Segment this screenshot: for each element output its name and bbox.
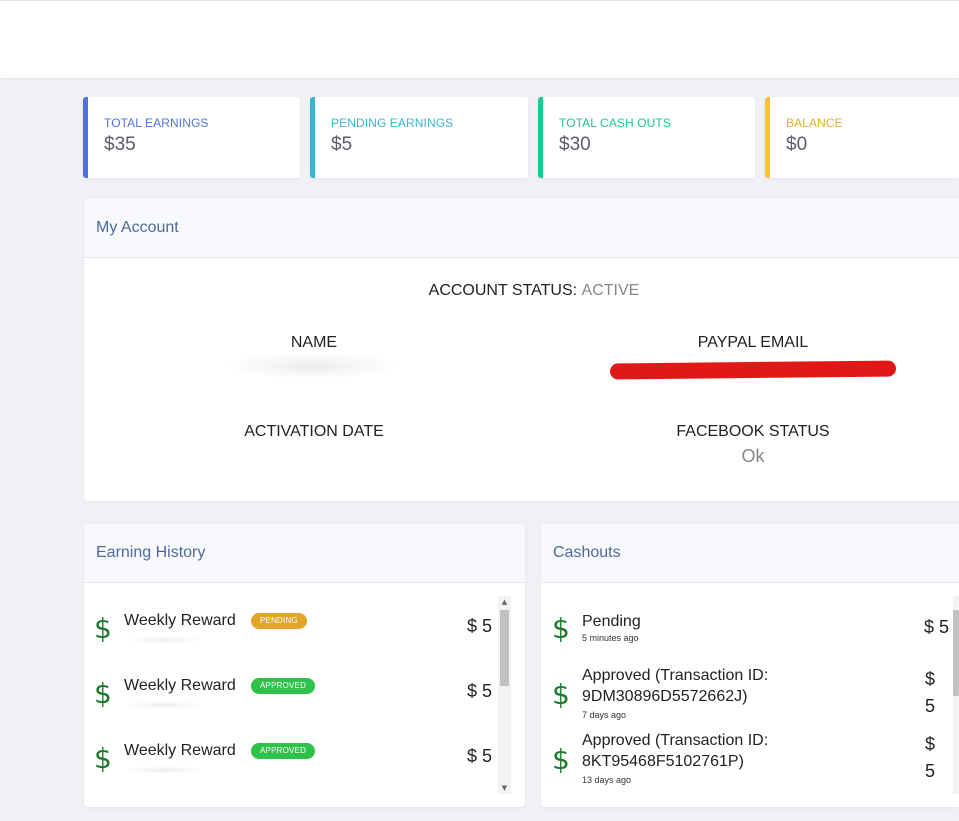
dollar-sign-icon: $ <box>94 742 112 775</box>
scroll-thumb[interactable] <box>500 610 509 686</box>
earning-history-header: Earning History <box>84 524 525 583</box>
cashout-amount-value: 5 <box>925 696 936 716</box>
cashout-transaction-id: 8KT95468F5102761P) <box>582 753 744 770</box>
panel-title: Earning History <box>96 544 206 561</box>
dollar-sign-icon: $ <box>552 612 570 645</box>
scroll-down-arrow-icon[interactable]: ▼ <box>501 784 508 792</box>
list-item: $ Weekly Reward APPROVED $ 5 <box>84 738 524 778</box>
dollar-sign-icon: $ <box>552 678 570 711</box>
stat-card-pending-earnings: PENDING EARNINGS $5 <box>310 97 528 178</box>
cashout-amount-currency: $ <box>925 734 936 754</box>
cashout-status: Pending <box>582 613 641 630</box>
dollar-sign-icon: $ <box>94 677 112 710</box>
earning-subtext-blurred <box>124 701 204 709</box>
scroll-thumb[interactable] <box>953 610 959 696</box>
facebook-status-value: Ok <box>741 446 765 466</box>
panel-title: My Account <box>96 219 179 236</box>
cashout-amount-currency: $ <box>925 669 936 689</box>
earning-amount: $ 5 <box>467 616 493 636</box>
stat-card-balance: BALANCE $0 <box>765 97 959 178</box>
cashout-status: Approved (Transaction ID: <box>582 732 769 749</box>
account-status-label: ACCOUNT STATUS: <box>428 282 578 299</box>
stat-card-total-cash-outs: TOTAL CASH OUTS $30 <box>538 97 755 178</box>
earning-title: Weekly Reward <box>124 677 236 694</box>
cashout-timestamp: 13 days ago <box>582 775 632 785</box>
my-account-header: My Account <box>84 199 959 258</box>
status-badge: APPROVED <box>251 678 316 694</box>
cashouts-scrollbar[interactable] <box>953 596 959 794</box>
cashout-timestamp: 5 minutes ago <box>582 633 639 643</box>
status-badge: PENDING <box>251 613 307 629</box>
panel-title: Cashouts <box>553 544 621 561</box>
earning-history-panel: Earning History $ Weekly Reward PENDING … <box>84 524 525 807</box>
facebook-status-label: FACEBOOK STATUS <box>676 423 830 440</box>
account-status-value: ACTIVE <box>581 282 640 299</box>
cashouts-header: Cashouts <box>541 524 959 583</box>
stat-value: $5 <box>331 134 353 155</box>
stat-card-total-earnings: TOTAL EARNINGS $35 <box>83 97 300 178</box>
stat-label: TOTAL EARNINGS <box>104 116 209 130</box>
cashout-transaction-id: 9DM30896D5572662J) <box>582 688 748 705</box>
name-value-blurred <box>222 353 402 379</box>
activation-date-label: ACTIVATION DATE <box>244 423 384 440</box>
cashout-status: Approved (Transaction ID: <box>582 667 769 684</box>
earning-amount: $ 5 <box>467 681 493 701</box>
earning-amount: $ 5 <box>467 746 493 766</box>
stat-label: TOTAL CASH OUTS <box>559 116 671 130</box>
stat-label: PENDING EARNINGS <box>331 116 454 130</box>
stat-value: $30 <box>559 134 591 155</box>
dollar-sign-icon: $ <box>94 612 112 645</box>
earning-history-scrollbar[interactable]: ▲ ▼ <box>498 596 511 794</box>
top-navbar <box>0 0 959 78</box>
earning-title: Weekly Reward <box>124 742 236 759</box>
cashout-timestamp: 7 days ago <box>582 710 627 720</box>
earning-subtext-blurred <box>124 636 204 644</box>
stat-label: BALANCE <box>786 116 843 130</box>
paypal-email-redacted <box>609 360 897 380</box>
earning-title: Weekly Reward <box>124 612 236 629</box>
paypal-email-label: PAYPAL EMAIL <box>697 334 809 351</box>
cashout-amount-value: 5 <box>925 761 936 781</box>
cashouts-panel: Cashouts $ Pending 5 minutes ago $ 5 $ A… <box>541 524 959 807</box>
dollar-sign-icon: $ <box>552 743 570 776</box>
list-item: $ Weekly Reward APPROVED $ 5 <box>84 673 524 713</box>
account-status: ACCOUNT STATUS: ACTIVE <box>384 282 684 300</box>
my-account-panel: My Account <box>84 199 959 501</box>
scroll-up-arrow-icon[interactable]: ▲ <box>501 598 508 606</box>
cashout-amount: $ 5 <box>924 617 950 637</box>
earning-subtext-blurred <box>124 766 204 774</box>
list-item: $ Weekly Reward PENDING $ 5 <box>84 608 524 648</box>
name-label: NAME <box>290 334 338 351</box>
stat-value: $35 <box>104 134 136 155</box>
status-badge: APPROVED <box>251 743 316 759</box>
stat-value: $0 <box>786 134 808 155</box>
